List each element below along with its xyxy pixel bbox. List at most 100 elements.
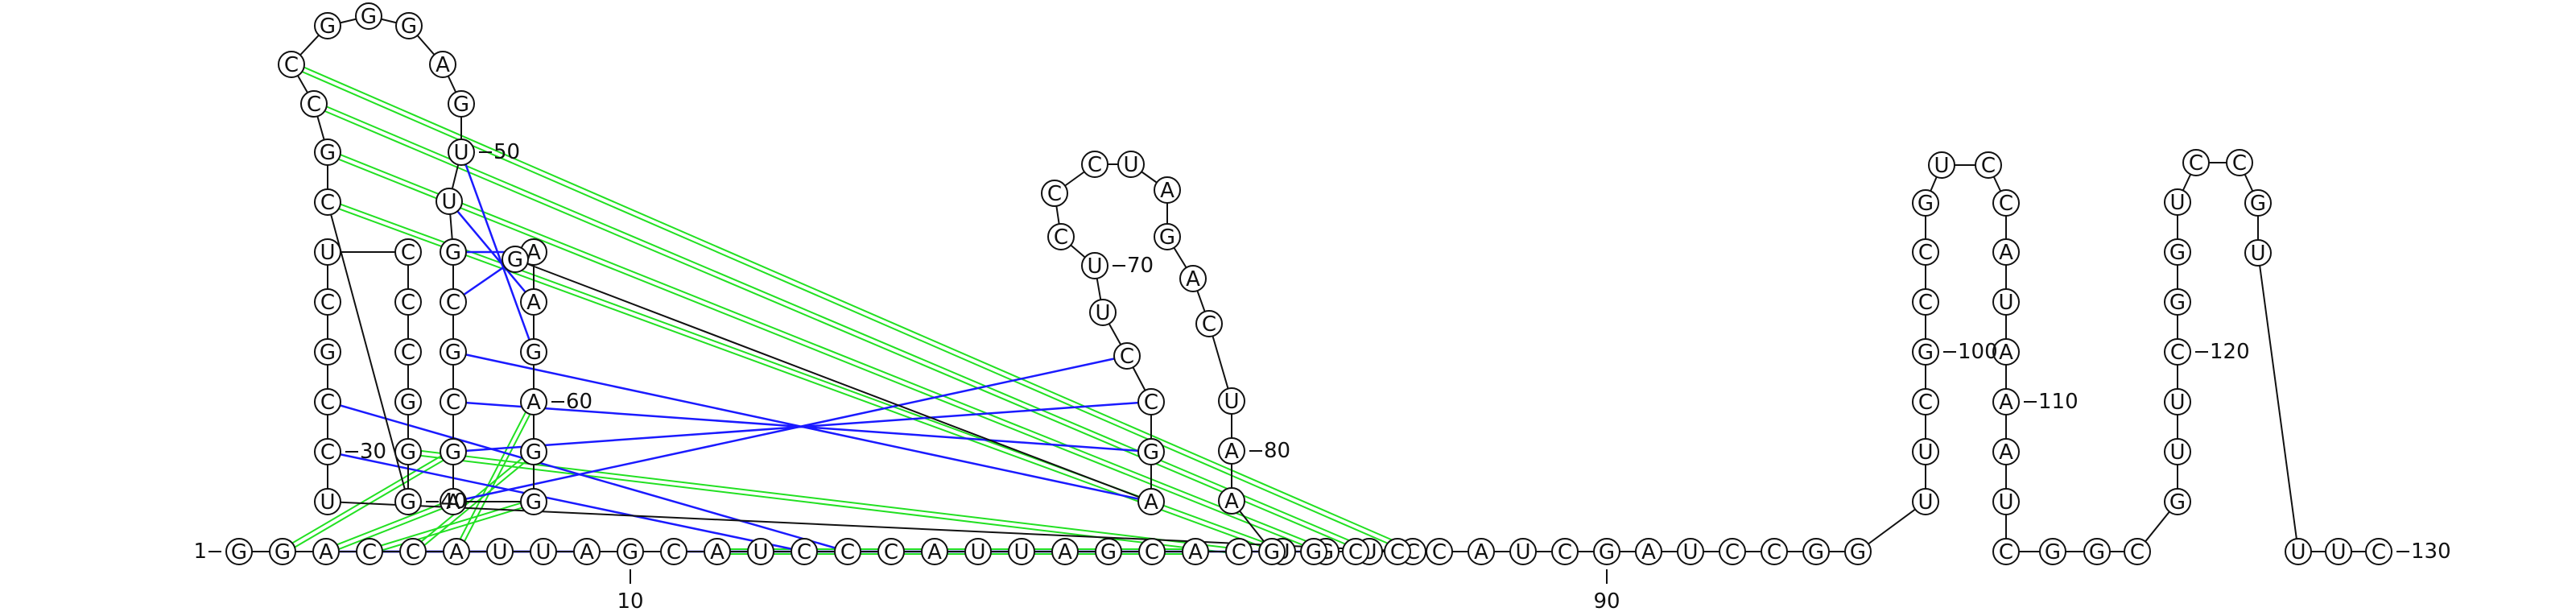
nucleotide-circle bbox=[440, 288, 467, 316]
nucleotide-letter: U bbox=[2250, 242, 2265, 266]
nucleotide-letter: A bbox=[526, 291, 541, 315]
nucleotide-circle bbox=[1551, 538, 1579, 565]
nucleotide: G bbox=[1095, 538, 1122, 565]
nucleotide: G bbox=[1258, 538, 1286, 565]
nucleotide-circle bbox=[1089, 299, 1117, 326]
nucleotide-letter: A bbox=[1999, 341, 2013, 365]
nucleotide-circle bbox=[314, 288, 341, 316]
base-pair-line bbox=[327, 400, 848, 553]
tertiary-interaction-line bbox=[411, 449, 533, 551]
nucleotide-letter: G bbox=[2089, 540, 2105, 564]
nucleotide-letter: U bbox=[441, 190, 456, 214]
nucleotide: G bbox=[2083, 538, 2111, 565]
nucleotide-letter: A bbox=[710, 540, 724, 564]
nucleotide-letter: U bbox=[1918, 490, 1933, 515]
nucleotide: C bbox=[314, 188, 341, 216]
nucleotide-circle bbox=[1992, 488, 2020, 515]
nucleotide-circle bbox=[314, 488, 341, 515]
nucleotide: G bbox=[617, 538, 644, 565]
nucleotide-circle bbox=[573, 538, 601, 565]
nucleotide: A bbox=[1179, 265, 1207, 292]
nucleotide-circle bbox=[314, 338, 341, 366]
nucleotide: U bbox=[1992, 288, 2020, 316]
position-label: 90 bbox=[1593, 589, 1620, 614]
nucleotide-letter: C bbox=[2372, 540, 2386, 564]
nucleotide: U bbox=[1928, 151, 1955, 179]
nucleotide-letter: U bbox=[1095, 301, 1110, 325]
nucleotide-letter: C bbox=[797, 540, 811, 564]
nucleotide-circle bbox=[1992, 288, 2020, 316]
nucleotide-circle bbox=[440, 438, 467, 465]
nucleotide-letter: G bbox=[2169, 291, 2186, 315]
nucleotide-circle bbox=[1081, 151, 1108, 178]
nucleotide-letter: A bbox=[526, 391, 541, 415]
nucleotide-circle bbox=[314, 388, 341, 415]
nucleotide-letter: U bbox=[1918, 440, 1933, 465]
nucleotide: C bbox=[1426, 538, 1453, 565]
nucleotide-circle bbox=[1182, 538, 1209, 565]
nucleotide-circle bbox=[1992, 338, 2020, 366]
nucleotide: C bbox=[1761, 538, 1788, 565]
nucleotide-circle bbox=[2164, 438, 2191, 465]
nucleotide-letter: U bbox=[1224, 390, 1239, 414]
nucleotide-letter: U bbox=[453, 141, 469, 165]
nucleotide: C bbox=[1719, 538, 1746, 565]
nucleotide-circle bbox=[2164, 388, 2191, 415]
nucleotide-letter: G bbox=[2169, 241, 2186, 265]
nucleotide-circle bbox=[2285, 538, 2312, 565]
nucleotide: C bbox=[356, 538, 383, 565]
nucleotide-circle bbox=[1992, 388, 2020, 415]
nucleotide-letter: A bbox=[446, 490, 460, 515]
nucleotide: G bbox=[314, 138, 341, 166]
nucleotide-letter: C bbox=[401, 341, 415, 365]
nucleotide-circle bbox=[1137, 488, 1165, 515]
nucleotide: C bbox=[2164, 338, 2191, 366]
nucleotide-circle bbox=[1912, 338, 1939, 366]
nucleotide-circle bbox=[1761, 538, 1788, 565]
nucleotide: U bbox=[1912, 488, 1939, 515]
nucleotide-letter: C bbox=[1767, 540, 1781, 564]
nucleotide-letter: A bbox=[449, 540, 464, 564]
nucleotide-letter: G bbox=[231, 540, 247, 564]
nucleotide-letter: C bbox=[1558, 540, 1572, 564]
position-label: 1 bbox=[193, 540, 207, 564]
nucleotide-circle bbox=[1928, 151, 1955, 179]
nucleotide: U bbox=[314, 238, 341, 266]
nucleotide-letter: A bbox=[526, 241, 541, 265]
position-label: 110 bbox=[2038, 390, 2079, 414]
nucleotide: A bbox=[1992, 388, 2020, 415]
tertiary-interaction-line bbox=[324, 498, 453, 551]
nucleotide-circle bbox=[1300, 538, 1327, 565]
nucleotide-circle bbox=[1719, 538, 1746, 565]
nucleotide: C bbox=[1342, 538, 1369, 565]
nucleotide-circle bbox=[921, 538, 948, 565]
nucleotide-letter: C bbox=[2232, 151, 2247, 176]
nucleotide-letter: A bbox=[1999, 440, 2013, 465]
nucleotide-circle bbox=[1509, 538, 1537, 565]
nucleotide: U bbox=[2285, 538, 2312, 565]
nucleotide-letter: C bbox=[1999, 192, 2013, 216]
nucleotide-letter: C bbox=[320, 440, 335, 465]
nucleotide-circle bbox=[791, 538, 818, 565]
nucleotide-circle bbox=[1137, 388, 1165, 415]
nucleotide-circle bbox=[1138, 538, 1166, 565]
nucleotide-letter: G bbox=[400, 490, 416, 515]
tertiary-interaction-line bbox=[328, 149, 1327, 551]
nucleotide-letter: U bbox=[1123, 153, 1138, 177]
nucleotide: G bbox=[1593, 538, 1620, 565]
nucleotide-circle bbox=[1593, 538, 1620, 565]
nucleotide-circle bbox=[1912, 238, 1939, 266]
nucleotide-letter: A bbox=[1224, 440, 1239, 464]
nucleotide-letter: U bbox=[320, 490, 335, 515]
nucleotide: U bbox=[448, 138, 475, 166]
nucleotide-letter: C bbox=[1054, 225, 1068, 250]
nucleotide-letter: C bbox=[1120, 345, 1134, 369]
nucleotide-letter: U bbox=[1515, 540, 1530, 564]
nucleotide: G bbox=[395, 12, 423, 39]
position-label: 120 bbox=[2210, 340, 2250, 364]
nucleotide: A bbox=[1992, 338, 2020, 366]
nucleotide: A bbox=[573, 538, 601, 565]
nucleotide: U bbox=[1218, 387, 1245, 415]
nucleotide-circle bbox=[436, 188, 463, 215]
nucleotide: G bbox=[1137, 438, 1165, 465]
